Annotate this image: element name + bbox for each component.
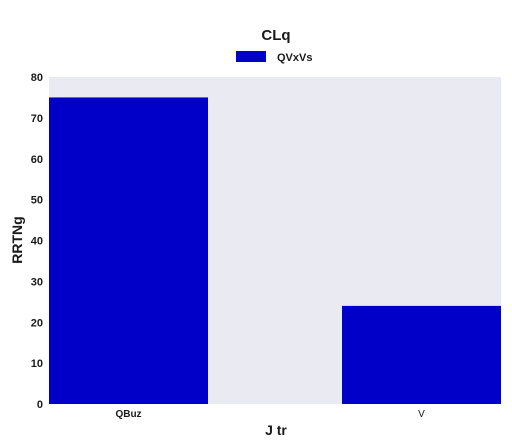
y-tick-label: 80 (31, 72, 43, 84)
x-axis-label: J tr (265, 422, 287, 438)
y-tick-label: 70 (31, 113, 43, 125)
y-axis-ticks: 0 10 20 30 40 50 60 70 80 (31, 72, 43, 411)
bars (49, 97, 501, 404)
x-tick-label: QBuz (115, 409, 141, 420)
bar-qbuz (49, 97, 208, 404)
chart-title: CLq (261, 27, 290, 44)
x-tick-label: V (418, 409, 425, 420)
y-tick-label: 30 (31, 276, 43, 288)
y-tick-label: 10 (31, 358, 43, 370)
y-tick-label: 40 (31, 236, 43, 248)
legend-swatch (236, 51, 266, 62)
y-tick-label: 60 (31, 154, 43, 166)
legend: QVxVs (236, 51, 312, 64)
x-axis-ticks: QBuz V (115, 409, 425, 420)
y-tick-label: 20 (31, 317, 43, 329)
y-tick-label: 50 (31, 195, 43, 207)
legend-label: QVxVs (277, 52, 312, 64)
bar-v (342, 305, 501, 404)
y-tick-label: 0 (37, 399, 43, 411)
y-axis-label: RRTNg (9, 216, 25, 263)
